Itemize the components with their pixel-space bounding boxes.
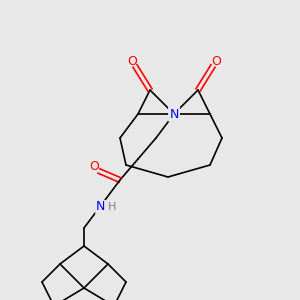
Text: N: N bbox=[169, 107, 179, 121]
Text: O: O bbox=[127, 55, 137, 68]
Text: N: N bbox=[96, 200, 105, 214]
Text: H: H bbox=[108, 202, 117, 212]
Text: O: O bbox=[211, 55, 221, 68]
Text: O: O bbox=[90, 160, 99, 173]
